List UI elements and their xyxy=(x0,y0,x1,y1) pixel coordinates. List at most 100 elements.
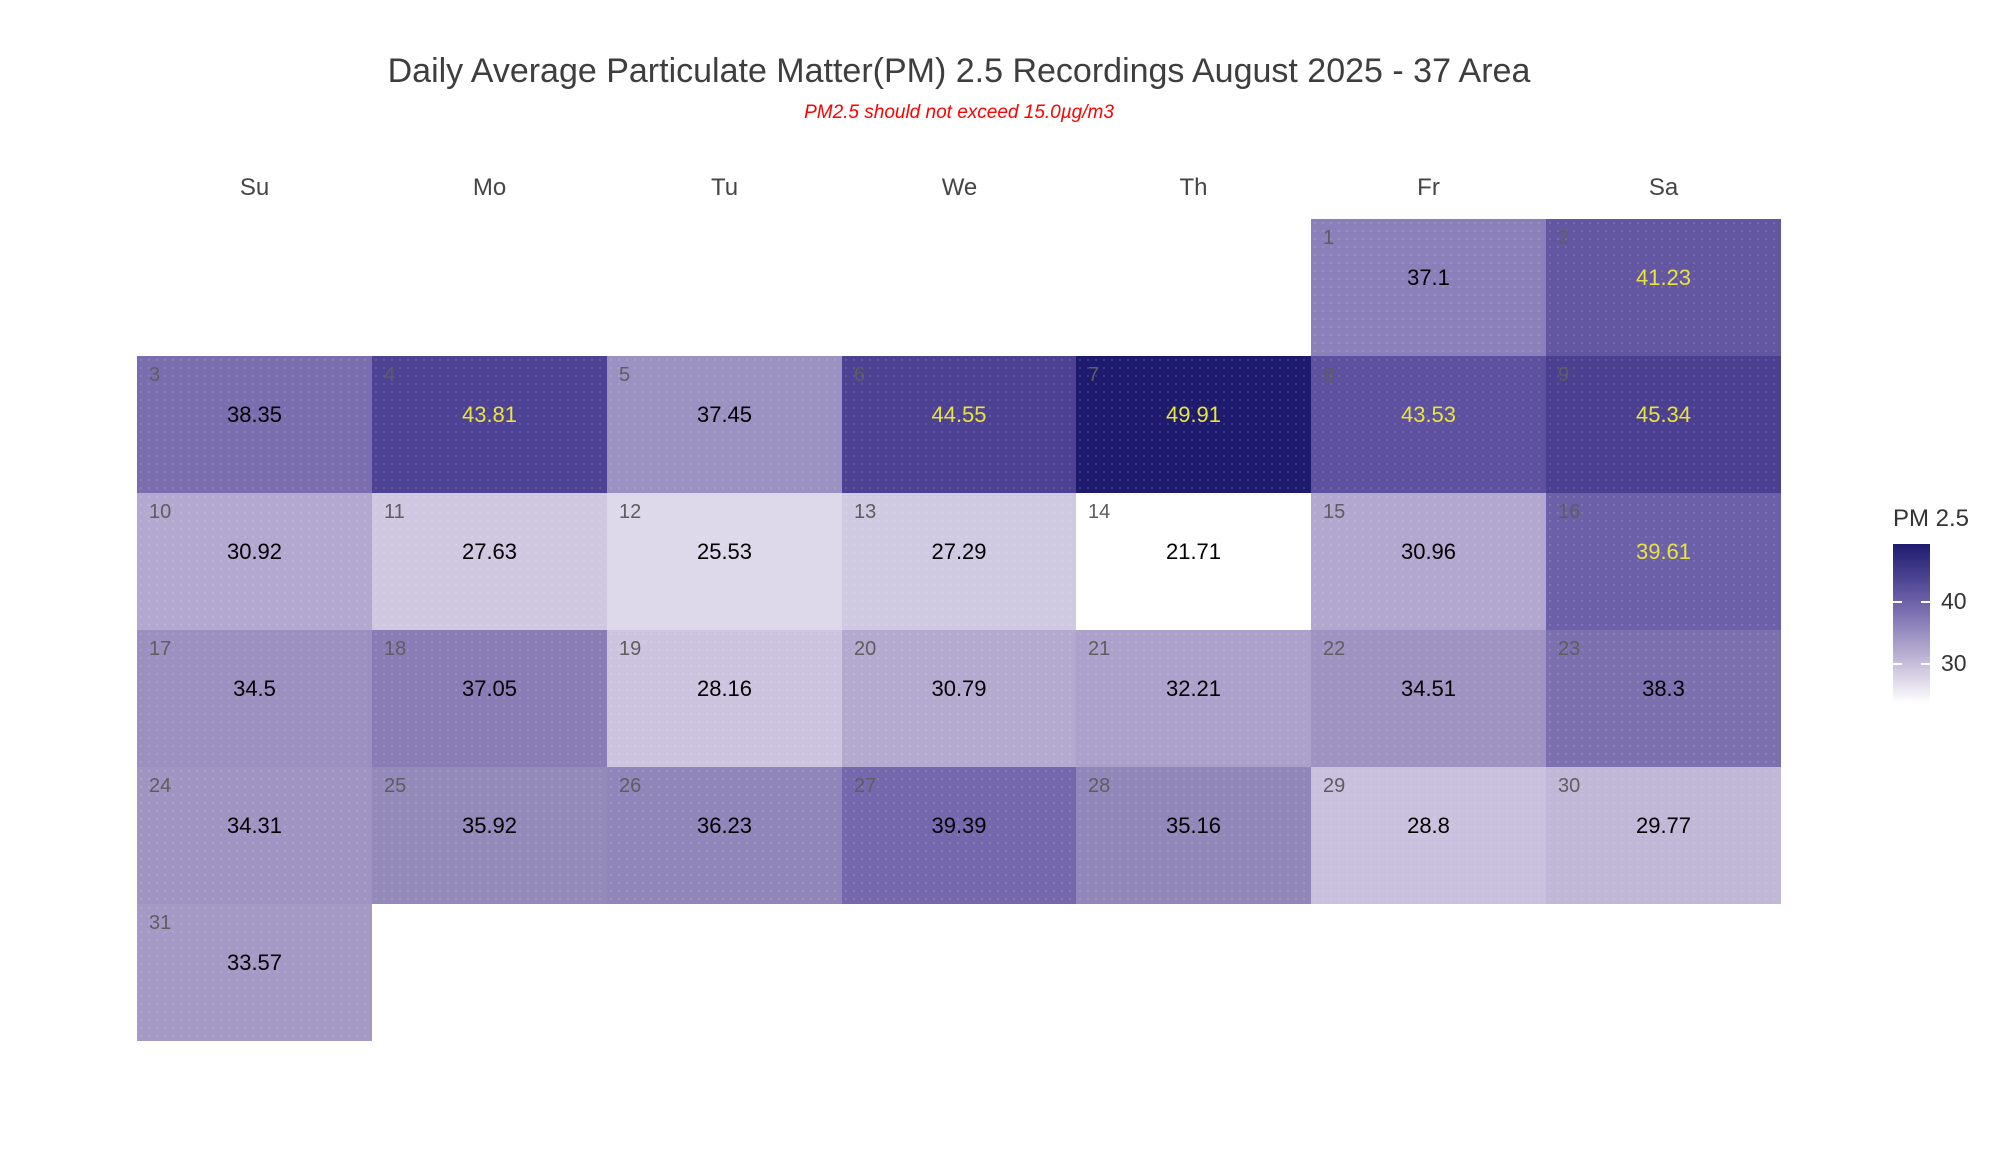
pm-value: 37.1 xyxy=(1407,265,1450,290)
chart-subtitle-warning: PM2.5 should not exceed 15.0µg/m3 xyxy=(804,102,1114,123)
day-number: 23 xyxy=(1558,638,1581,660)
pm-value: 34.51 xyxy=(1400,676,1457,701)
calendar-cell-day-12: 12 25.53 xyxy=(607,493,842,630)
day-number: 21 xyxy=(1088,638,1111,660)
pm-value: 37.45 xyxy=(696,402,753,427)
pm-value: 44.55 xyxy=(931,402,987,427)
day-number: 13 xyxy=(854,501,877,523)
legend-tick-label: 30 xyxy=(1941,650,1967,676)
calendar-cell-day-31: 31 33.57 xyxy=(137,904,372,1041)
calendar-cell-day-3: 3 38.35 xyxy=(137,356,372,493)
weekday-header-mo: Mo xyxy=(472,174,507,201)
weekday-header-fr: Fr xyxy=(1417,174,1440,201)
legend-tick-label: 40 xyxy=(1941,588,1967,614)
pm-value: 38.35 xyxy=(226,402,283,427)
pm-value: 45.34 xyxy=(1635,402,1692,427)
pm-value: 39.61 xyxy=(1635,539,1692,564)
calendar-cell-day-26: 26 36.23 xyxy=(607,767,842,904)
calendar-cell-day-11: 11 27.63 xyxy=(372,493,607,630)
weekday-header-th: Th xyxy=(1179,174,1208,201)
day-number: 24 xyxy=(149,775,172,797)
calendar-cell-day-27: 27 39.39 xyxy=(842,767,1076,904)
calendar-cell-day-10: 10 30.92 xyxy=(137,493,372,630)
weekday-header-tu: Tu xyxy=(710,174,739,201)
calendar-cell-day-7: 7 49.91 xyxy=(1076,356,1311,493)
pm-value: 30.92 xyxy=(226,539,283,564)
calendar-cell-day-19: 19 28.16 xyxy=(607,630,842,767)
pm-value: 30.96 xyxy=(1400,539,1457,564)
legend-tick-mark xyxy=(1921,601,1930,603)
calendar-cell-day-17: 17 34.5 xyxy=(137,630,372,767)
legend-tick-mark xyxy=(1893,663,1902,665)
day-number: 18 xyxy=(384,638,407,660)
day-number: 9 xyxy=(1558,364,1570,386)
day-number: 15 xyxy=(1323,501,1346,523)
calendar-cell-day-18: 18 37.05 xyxy=(372,630,607,767)
legend-title: PM 2.5 xyxy=(1893,505,1970,532)
calendar-cell-day-8: 8 43.53 xyxy=(1311,356,1546,493)
pm-value: 21.71 xyxy=(1165,539,1222,564)
legend-tick-mark xyxy=(1893,601,1902,603)
calendar-cell-day-21: 21 32.21 xyxy=(1076,630,1311,767)
pm-value: 32.21 xyxy=(1165,676,1222,701)
day-number: 16 xyxy=(1558,501,1581,523)
calendar-cell-day-30: 30 29.77 xyxy=(1546,767,1781,904)
day-number: 3 xyxy=(149,364,161,386)
pm-value: 29.77 xyxy=(1635,813,1692,838)
day-number: 26 xyxy=(619,775,642,797)
pm-value: 35.92 xyxy=(461,813,518,838)
pm-value: 36.23 xyxy=(696,813,753,838)
calendar-cell-day-24: 24 34.31 xyxy=(137,767,372,904)
pm-value: 38.3 xyxy=(1642,676,1685,701)
calendar-cell-day-22: 22 34.51 xyxy=(1311,630,1546,767)
day-number: 14 xyxy=(1088,501,1111,523)
day-number: 29 xyxy=(1323,775,1346,797)
pm-value: 27.29 xyxy=(931,539,987,564)
calendar-cell-day-1: 1 37.1 xyxy=(1311,219,1546,356)
calendar-cell-day-15: 15 30.96 xyxy=(1311,493,1546,630)
pm-value: 43.81 xyxy=(461,402,518,427)
day-number: 17 xyxy=(149,638,172,660)
calendar-cell-day-23: 23 38.3 xyxy=(1546,630,1781,767)
pm-value: 28.16 xyxy=(696,676,753,701)
weekday-header-su: Su xyxy=(239,174,270,201)
pm-value: 34.5 xyxy=(233,676,276,701)
pm-value: 34.31 xyxy=(226,813,283,838)
day-number: 27 xyxy=(854,775,877,797)
day-number: 7 xyxy=(1088,364,1100,386)
pm-value: 28.8 xyxy=(1407,813,1450,838)
pm-value: 27.63 xyxy=(461,539,518,564)
pm-value: 33.57 xyxy=(226,950,283,975)
pm-value: 37.05 xyxy=(461,676,518,701)
day-number: 25 xyxy=(384,775,407,797)
day-number: 11 xyxy=(384,501,405,523)
pm-value: 41.23 xyxy=(1635,265,1692,290)
pm-value: 35.16 xyxy=(1165,813,1222,838)
calendar-cell-day-14: 14 21.71 xyxy=(1076,493,1311,630)
calendar-cell-day-29: 29 28.8 xyxy=(1311,767,1546,904)
day-number: 5 xyxy=(619,364,631,386)
day-number: 20 xyxy=(854,638,877,660)
calendar-cell-day-6: 6 44.55 xyxy=(842,356,1076,493)
calendar-cell-day-13: 13 27.29 xyxy=(842,493,1076,630)
calendar-cell-day-28: 28 35.16 xyxy=(1076,767,1311,904)
weekday-header-we: We xyxy=(941,174,978,201)
calendar-cell-day-2: 2 41.23 xyxy=(1546,219,1781,356)
calendar-cell-day-9: 9 45.34 xyxy=(1546,356,1781,493)
pm-value: 30.79 xyxy=(931,676,987,701)
legend-tick-mark xyxy=(1921,663,1930,665)
day-number: 22 xyxy=(1323,638,1346,660)
day-number: 6 xyxy=(854,364,866,386)
calendar-cell-day-25: 25 35.92 xyxy=(372,767,607,904)
day-number: 12 xyxy=(619,501,642,523)
day-number: 30 xyxy=(1558,775,1581,797)
chart-title: Daily Average Particulate Matter(PM) 2.5… xyxy=(387,52,1531,90)
day-number: 1 xyxy=(1323,227,1335,249)
legend-colorbar xyxy=(1893,544,1930,703)
pm-value: 43.53 xyxy=(1400,402,1457,427)
day-number: 4 xyxy=(384,364,396,386)
day-number: 8 xyxy=(1323,364,1335,386)
calendar-cell-day-20: 20 30.79 xyxy=(842,630,1076,767)
day-number: 31 xyxy=(149,912,172,934)
calendar-cell-day-4: 4 43.81 xyxy=(372,356,607,493)
